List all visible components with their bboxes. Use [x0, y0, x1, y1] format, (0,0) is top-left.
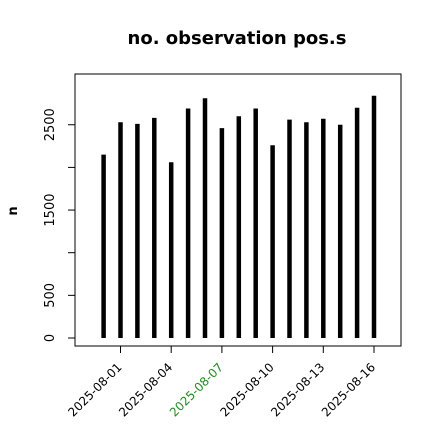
y-tick-label-500: 500: [43, 283, 58, 308]
y-tick-label-0: 0: [43, 334, 58, 342]
y-axis: 0 500 1500 2500: [43, 108, 75, 342]
bars-group: [101, 95, 377, 338]
y-tick-label-1500: 1500: [43, 194, 58, 227]
y-tick-label-2500: 2500: [43, 108, 58, 141]
chart-title: no. observation pos.s: [128, 28, 347, 49]
x-axis: 2025-08-012025-08-042025-08-072025-08-10…: [65, 346, 378, 419]
y-axis-label: n: [6, 206, 21, 215]
x-tick-label-2025-08-16: 2025-08-16: [319, 360, 378, 419]
